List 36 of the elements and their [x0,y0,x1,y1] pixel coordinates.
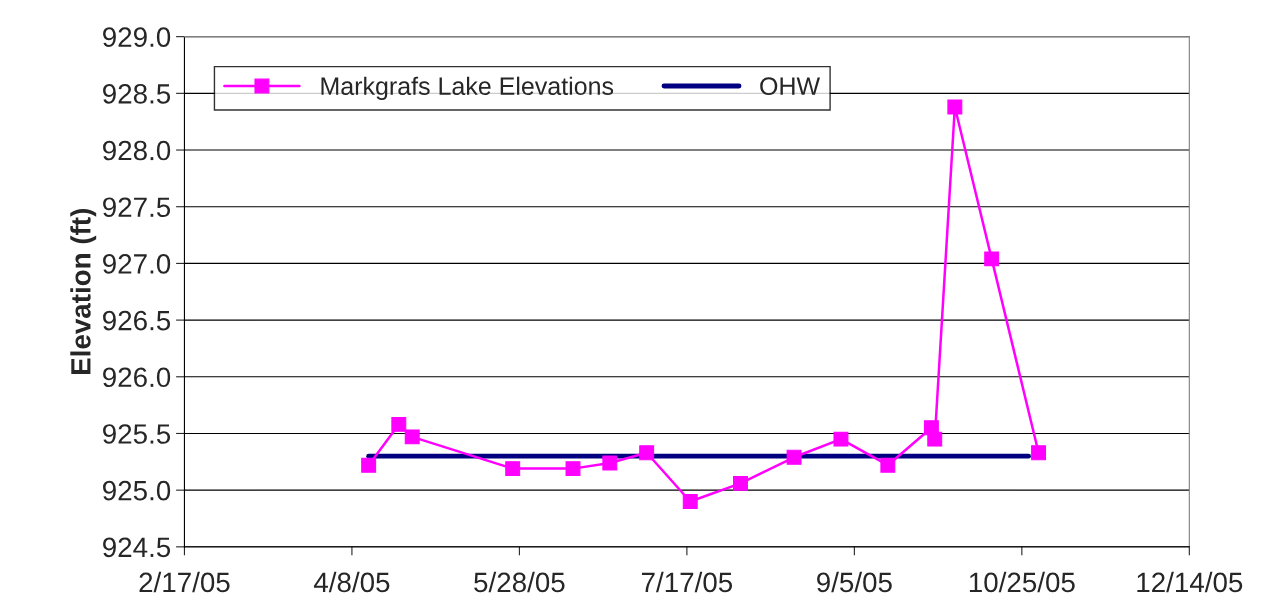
point [391,416,407,432]
point [1031,445,1047,461]
y-tick-label: 928.0 [103,140,171,161]
point [880,457,896,473]
x-tick-label: 9/5/05 [817,571,892,593]
point [404,429,420,445]
y-tick-label: 924.5 [103,537,171,558]
point [927,431,943,447]
x-tick-label: 2/17/05 [139,571,230,593]
y-tick-label: 928.5 [103,84,171,104]
y-tick-label: 926.0 [103,367,171,388]
point [947,99,963,115]
point [361,457,377,473]
point [602,455,618,471]
x-tick-label: 12/14/05 [1137,571,1243,593]
y-tick-label: 929.0 [103,27,171,47]
legend-label: OHW [760,77,821,96]
point [505,461,521,477]
point [984,251,1000,267]
point [639,445,655,461]
x-tick-label: 5/28/05 [474,571,565,593]
x-tick-label: 10/25/05 [969,571,1075,593]
y-tick-label: 927.0 [103,254,171,274]
point [786,449,802,465]
y-axis-title: Elevation (ft) [70,209,97,374]
point [682,494,698,509]
y-tick-label: 927.5 [103,197,171,218]
point [833,431,849,447]
legend-label: Markgrafs Lake Elevations [321,76,614,100]
point [565,461,581,477]
y-tick-label: 925.5 [103,424,171,444]
x-tick-label: 7/17/05 [641,571,733,593]
y-tick-label: 926.5 [103,310,171,331]
y-tick-label: 925.0 [103,480,171,501]
x-tick-label: 4/8/05 [313,571,390,593]
point [733,475,748,491]
